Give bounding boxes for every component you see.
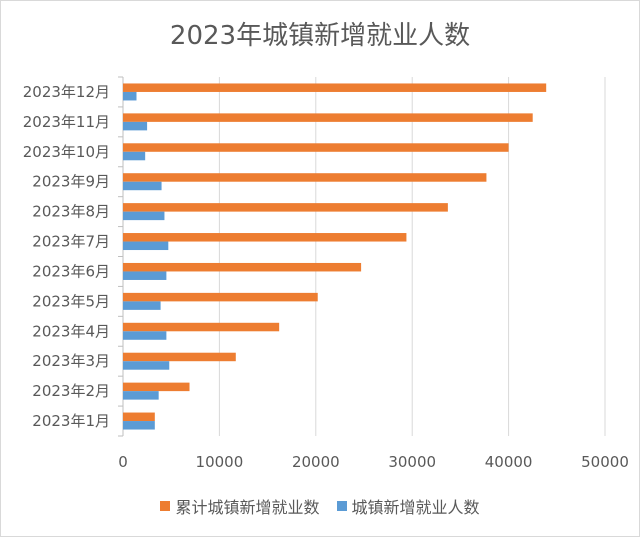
bar-monthly — [123, 421, 155, 430]
x-tick-label: 30000 — [388, 453, 436, 471]
bar-monthly — [123, 241, 169, 251]
legend-label-cumulative: 累计城镇新增就业数 — [175, 498, 320, 517]
bar-cumulative — [123, 352, 236, 362]
legend-item-cumulative: 累计城镇新增就业数 — [160, 494, 319, 518]
y-tick-label: 2023年1月 — [32, 412, 110, 430]
y-tick-label: 2023年10月 — [23, 143, 110, 161]
bar-cumulative — [123, 262, 362, 272]
bar-cumulative — [123, 203, 448, 212]
x-tick-label: 10000 — [196, 453, 244, 471]
y-tick-label: 2023年6月 — [32, 262, 110, 280]
x-tick-label: 20000 — [292, 453, 340, 471]
bar-cumulative — [123, 83, 547, 92]
y-tick-label: 2023年5月 — [32, 292, 110, 310]
bar-monthly — [123, 271, 167, 280]
bar-monthly — [123, 151, 146, 161]
bar-cumulative — [123, 382, 190, 392]
bar-monthly — [123, 301, 161, 310]
legend: 累计城镇新增就业数 城镇新增就业人数 — [0, 494, 640, 518]
bar-monthly — [123, 181, 162, 191]
bar-monthly — [123, 361, 170, 370]
legend-swatch-cumulative — [160, 501, 171, 511]
x-tick-label: 0 — [118, 453, 128, 471]
y-tick-label: 2023年8月 — [32, 203, 110, 221]
bar-monthly — [123, 121, 148, 131]
y-tick-label: 2023年9月 — [32, 173, 110, 191]
bar-cumulative — [123, 143, 509, 152]
bar-cumulative — [123, 292, 318, 302]
y-tick-label: 2023年12月 — [23, 83, 110, 101]
legend-swatch-monthly — [336, 501, 347, 511]
bar-monthly — [123, 331, 167, 340]
bar-cumulative — [123, 173, 487, 182]
legend-item-monthly: 城镇新增就业人数 — [336, 494, 480, 518]
y-tick-label: 2023年11月 — [23, 113, 110, 131]
bar-cumulative — [123, 233, 407, 242]
legend-label-monthly: 城镇新增就业人数 — [351, 498, 480, 517]
y-tick-label: 2023年4月 — [32, 322, 110, 340]
bar-cumulative — [123, 412, 155, 422]
y-tick-label: 2023年2月 — [32, 382, 110, 400]
bar-monthly — [123, 391, 159, 400]
y-tick-label: 2023年7月 — [32, 233, 110, 251]
x-tick-label: 50000 — [581, 453, 629, 471]
bar-cumulative — [123, 113, 533, 122]
chart-title: 2023年城镇新增就业人数 — [169, 21, 471, 51]
bar-monthly — [123, 211, 165, 221]
bar-cumulative — [123, 322, 280, 332]
x-tick-label: 40000 — [485, 453, 533, 471]
bar-monthly — [123, 91, 137, 101]
y-tick-label: 2023年3月 — [32, 352, 110, 370]
